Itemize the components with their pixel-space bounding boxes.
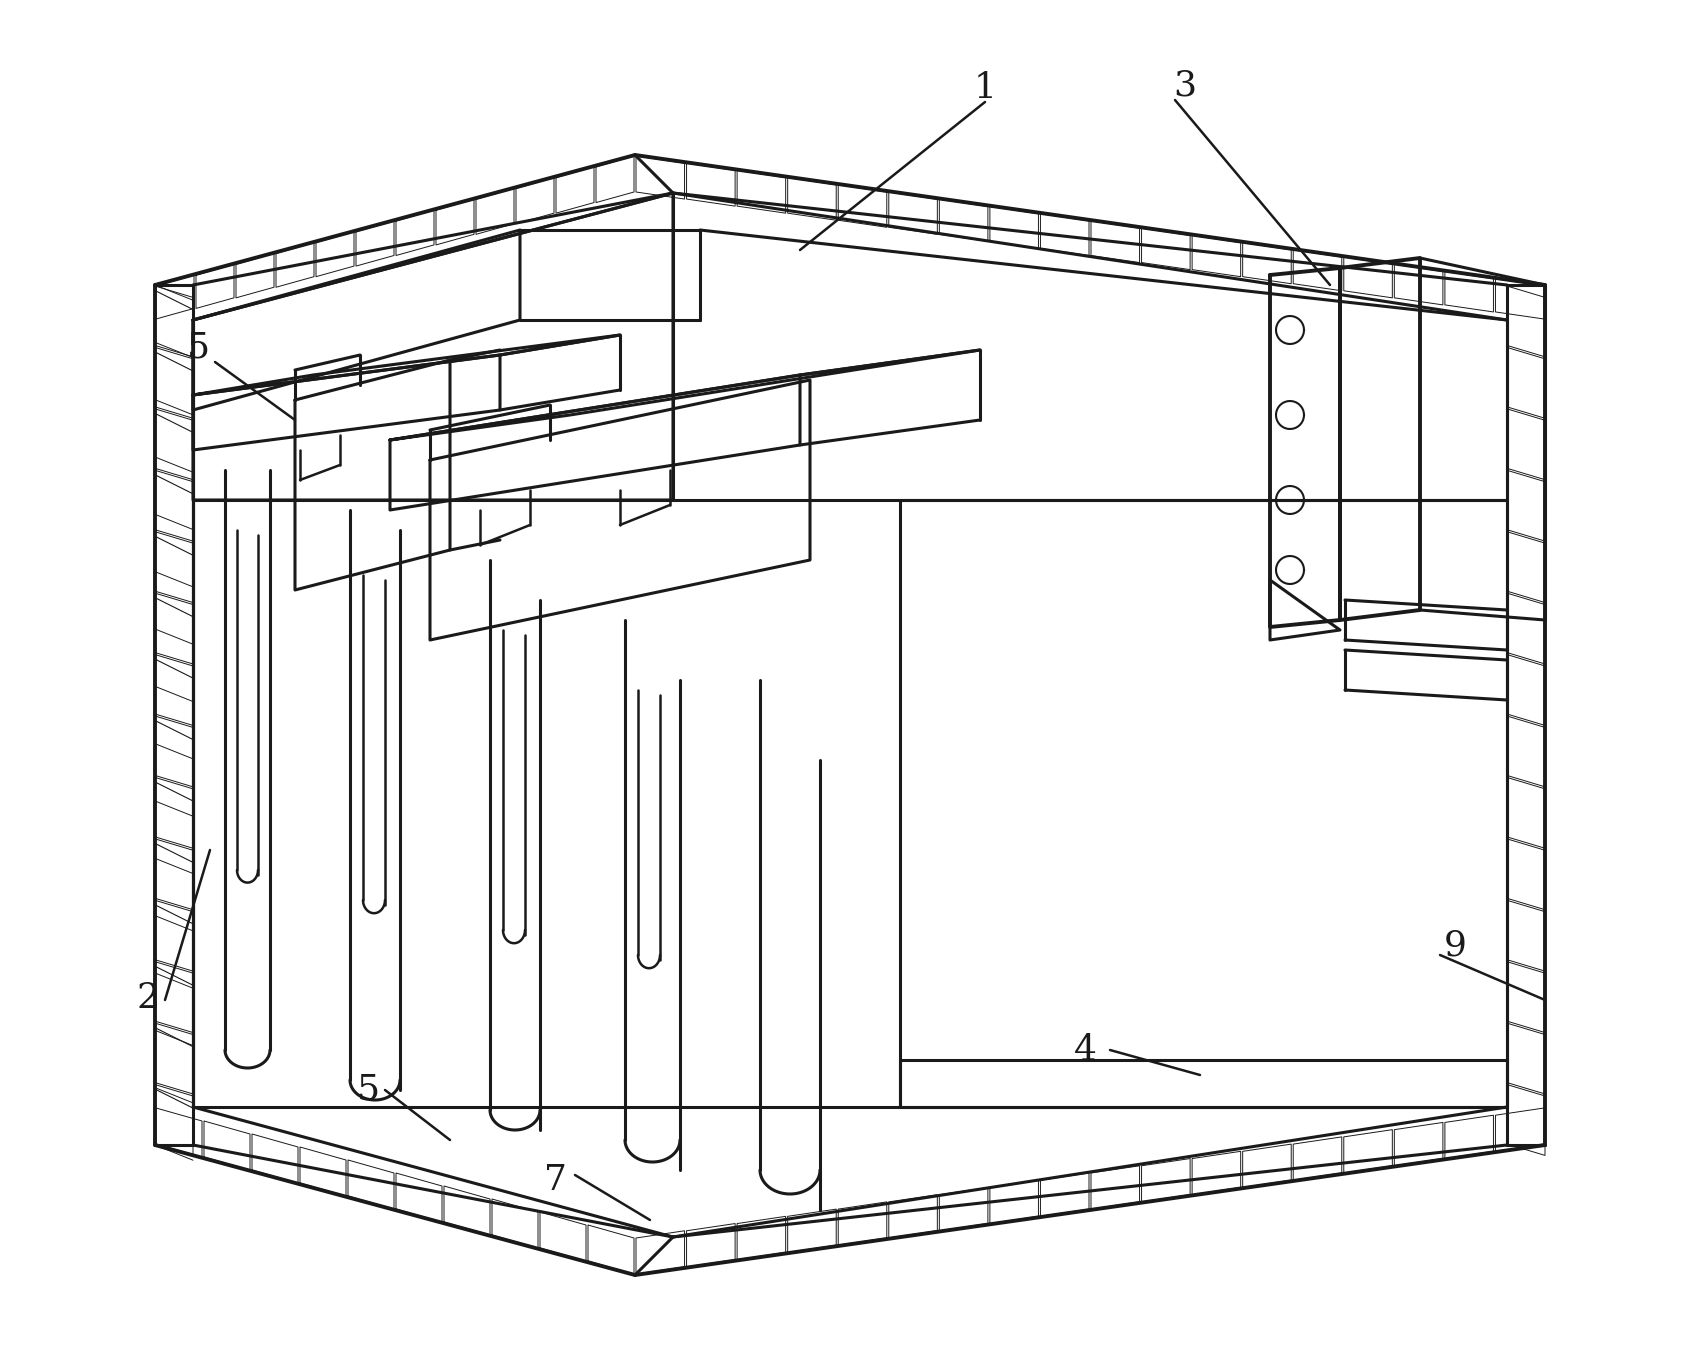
Text: 9: 9 [1444,928,1466,962]
Text: 2: 2 [136,982,160,1014]
Text: 4: 4 [1073,1034,1097,1066]
Text: 1: 1 [974,71,996,105]
Text: 5: 5 [187,331,209,366]
Text: 5: 5 [357,1073,379,1108]
Text: 7: 7 [544,1164,566,1197]
Text: 3: 3 [1173,68,1196,103]
